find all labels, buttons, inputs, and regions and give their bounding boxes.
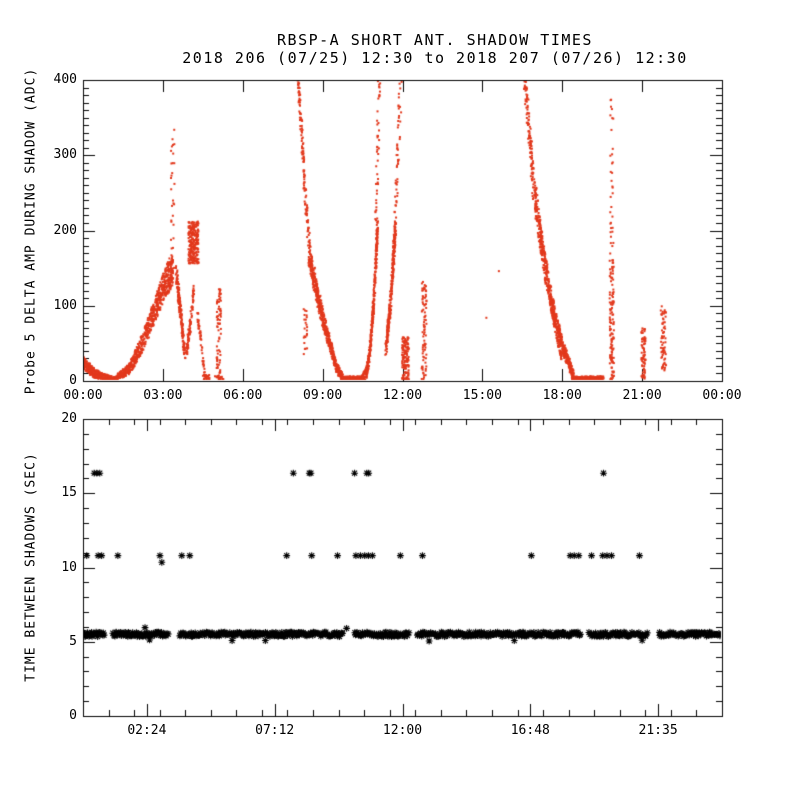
x-tick-label: 15:00 [462, 388, 502, 403]
x-tick-label: 21:00 [622, 388, 662, 403]
y-tick-label: 100 [53, 297, 77, 313]
chart-title: RBSP-A SHORT ANT. SHADOW TIMES [277, 31, 593, 49]
y-tick-label: 0 [69, 373, 77, 388]
x-tick-label: 16:48 [510, 723, 550, 738]
x-tick-label: 03:00 [143, 388, 183, 403]
x-tick-label: 00:00 [702, 388, 742, 403]
x-tick-label: 09:00 [303, 388, 343, 403]
x-tick-label: 07:12 [255, 723, 295, 738]
x-tick-label: 00:00 [63, 388, 103, 403]
y-tick-label: 0 [69, 708, 77, 723]
y-tick-label: 15 [61, 485, 77, 501]
chart-subtitle: 2018 206 (07/25) 12:30 to 2018 207 (07/2… [182, 49, 688, 67]
y-tick-label: 300 [53, 147, 77, 163]
x-tick-label: 21:35 [638, 723, 678, 738]
x-tick-label: 18:00 [542, 388, 582, 403]
x-tick-label: 06:00 [223, 388, 263, 403]
y-tick-label: 200 [53, 222, 77, 238]
y-tick-label: 20 [61, 411, 77, 426]
x-tick-label: 12:00 [382, 723, 423, 738]
y-tick-label: 10 [61, 559, 77, 575]
x-tick-label: 12:00 [382, 388, 423, 403]
x-tick-label: 02:24 [127, 723, 167, 738]
y-tick-label: 5 [69, 633, 77, 649]
y-tick-label: 400 [53, 72, 77, 87]
